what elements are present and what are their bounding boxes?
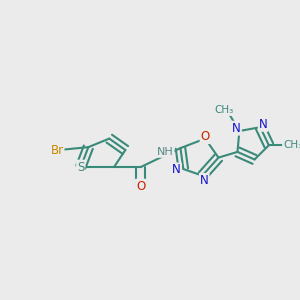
Text: N: N [232,122,241,135]
Text: O: O [136,180,145,193]
Text: N: N [259,118,268,131]
Text: S: S [77,160,84,174]
Text: N: N [200,174,208,187]
Text: N: N [172,164,181,176]
Text: CH₃: CH₃ [214,105,234,115]
Text: Br: Br [50,143,64,157]
Text: O: O [200,130,210,143]
Text: CH₃: CH₃ [283,140,300,150]
Text: NH: NH [157,147,174,157]
